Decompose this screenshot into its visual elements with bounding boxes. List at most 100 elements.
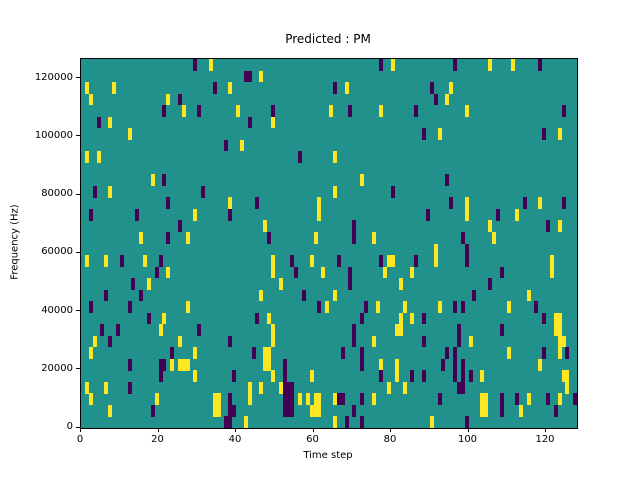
heatmap-cell bbox=[336, 255, 341, 267]
heatmap-cell bbox=[177, 93, 182, 106]
x-tick-label: 120 bbox=[535, 434, 555, 445]
heatmap-cell bbox=[352, 335, 357, 348]
heatmap-cell bbox=[526, 393, 531, 406]
x-tick-mark bbox=[157, 428, 159, 432]
heatmap-cell bbox=[270, 324, 275, 336]
heatmap-cell bbox=[212, 404, 217, 417]
heatmap-cell bbox=[549, 255, 554, 267]
heatmap-cell bbox=[398, 324, 403, 336]
heatmap-cell bbox=[247, 381, 252, 394]
heatmap-cell bbox=[360, 312, 365, 325]
heatmap-cell bbox=[298, 393, 303, 406]
heatmap-cell bbox=[185, 231, 190, 244]
heatmap-cell bbox=[270, 266, 275, 279]
heatmap-cell bbox=[158, 324, 163, 336]
heatmap-cell bbox=[464, 243, 469, 256]
heatmap-cell bbox=[270, 255, 275, 267]
heatmap-cell bbox=[573, 393, 577, 406]
x-tick-mark bbox=[235, 428, 236, 432]
heatmap-cell bbox=[259, 381, 264, 394]
y-tick-label: 0 bbox=[66, 421, 73, 432]
heatmap-cell bbox=[453, 59, 458, 71]
heatmap-cell bbox=[352, 231, 357, 244]
x-tick-label: 40 bbox=[228, 434, 242, 445]
heatmap-cell bbox=[309, 255, 314, 267]
y-tick-label: 120000 bbox=[34, 71, 73, 83]
heatmap-cell bbox=[298, 151, 303, 163]
y-tick-label: 20000 bbox=[41, 362, 73, 374]
heatmap-cell bbox=[263, 220, 268, 233]
heatmap-cell bbox=[456, 381, 461, 394]
heatmap-cell bbox=[410, 312, 415, 325]
heatmap-cell bbox=[429, 82, 434, 94]
y-tick-mark bbox=[76, 368, 80, 370]
heatmap-cell bbox=[402, 381, 407, 394]
heatmap-cell bbox=[348, 278, 353, 290]
heatmap-cell bbox=[104, 289, 109, 302]
chart-title: Predicted : PM bbox=[285, 32, 371, 46]
heatmap-cell bbox=[542, 128, 547, 140]
heatmap-cell bbox=[565, 370, 570, 383]
heatmap-cell bbox=[88, 347, 93, 359]
heatmap-cell bbox=[344, 416, 349, 428]
heatmap-cell bbox=[131, 278, 136, 290]
heatmap-cell bbox=[360, 358, 365, 371]
y-tick-label: 80000 bbox=[41, 188, 73, 199]
heatmap-cell bbox=[263, 347, 268, 359]
heatmap-cell bbox=[84, 82, 89, 94]
heatmap-cell bbox=[491, 231, 496, 244]
heatmap-cell bbox=[170, 347, 175, 359]
heatmap-cell bbox=[193, 208, 198, 221]
heatmap-cell bbox=[515, 393, 520, 406]
heatmap-cell bbox=[538, 358, 543, 371]
heatmap-cell bbox=[363, 301, 368, 313]
heatmap-cell bbox=[557, 347, 562, 359]
heatmap-cell bbox=[429, 416, 434, 428]
heatmap-cell bbox=[150, 404, 155, 417]
heatmap-cell bbox=[387, 381, 392, 394]
heatmap-cell bbox=[332, 416, 337, 428]
heatmap-cell bbox=[499, 266, 504, 279]
heatmap-cell bbox=[166, 197, 171, 210]
heatmap-cell bbox=[325, 301, 330, 313]
x-tick-mark bbox=[390, 428, 391, 432]
heatmap-cell bbox=[422, 128, 427, 140]
heatmap-cell bbox=[553, 324, 558, 336]
heatmap-cell bbox=[487, 278, 492, 290]
heatmap-cell bbox=[317, 404, 322, 417]
heatmap-cell bbox=[290, 381, 295, 394]
heatmap-cell bbox=[422, 370, 427, 383]
heatmap-cell bbox=[96, 116, 101, 129]
heatmap-cell bbox=[391, 185, 396, 198]
heatmap-cell bbox=[251, 347, 256, 359]
heatmap-cell bbox=[143, 255, 148, 267]
x-tick-mark bbox=[545, 428, 546, 432]
heatmap-cell bbox=[557, 312, 562, 325]
heatmap-cell bbox=[433, 93, 438, 106]
heatmap-cell bbox=[480, 370, 485, 383]
heatmap-cell bbox=[177, 220, 182, 233]
heatmap-cell bbox=[305, 393, 310, 406]
heatmap-cell bbox=[445, 174, 450, 187]
heatmap-cell bbox=[197, 324, 202, 336]
heatmap-cell bbox=[484, 404, 489, 417]
heatmap-cell bbox=[112, 82, 117, 94]
heatmap-cell bbox=[441, 358, 446, 371]
heatmap-cell bbox=[313, 404, 318, 417]
heatmap-cell bbox=[391, 255, 396, 267]
y-tick-mark bbox=[76, 193, 80, 195]
heatmap-cell bbox=[239, 139, 244, 152]
heatmap-cell bbox=[371, 231, 376, 244]
heatmap-cell bbox=[379, 370, 384, 383]
heatmap-cell bbox=[329, 105, 334, 117]
heatmap-cell bbox=[84, 151, 89, 163]
heatmap-cell bbox=[534, 301, 539, 313]
heatmap-cell bbox=[108, 185, 113, 198]
heatmap-cell bbox=[437, 301, 442, 313]
heatmap-cell bbox=[212, 82, 217, 94]
heatmap-cell bbox=[445, 347, 450, 359]
heatmap-cell bbox=[267, 231, 272, 244]
heatmap-cell bbox=[348, 105, 353, 117]
heatmap-cell bbox=[394, 324, 399, 336]
heatmap-cell bbox=[321, 266, 326, 279]
